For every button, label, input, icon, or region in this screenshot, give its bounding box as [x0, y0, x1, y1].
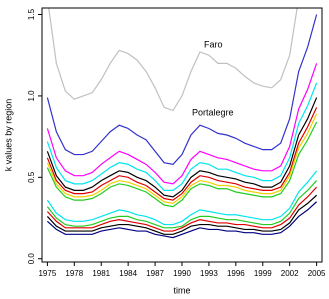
series-line: [46, 107, 318, 201]
x-tick-label: 1975: [38, 269, 56, 278]
x-tick-label: 1978: [65, 269, 83, 278]
x-tick-label: 1981: [92, 269, 110, 278]
x-tick-label: 1987: [146, 269, 164, 278]
y-tick-label: 0.0: [27, 253, 36, 265]
series-line: [46, 194, 318, 235]
series-line: [46, 82, 318, 191]
series-line: [46, 186, 318, 232]
x-axis-label: time: [173, 285, 190, 295]
series-line: [46, 201, 318, 239]
y-axis-label: k values by region: [3, 99, 13, 172]
x-tick-label: 2005: [308, 269, 326, 278]
series-line: [46, 97, 318, 198]
series-line: [46, 180, 318, 229]
y-tick-label: 1.0: [27, 90, 36, 102]
plot-lines: [46, 8, 318, 239]
x-tick-label: 1990: [173, 269, 191, 278]
y-tick-label: 0.5: [27, 171, 36, 183]
x-tick-label: 1984: [119, 269, 137, 278]
series-line: [46, 121, 318, 208]
plot-box: [41, 7, 323, 263]
annotation: Portalegre: [192, 107, 234, 117]
series-line: [46, 63, 318, 185]
annotation: Faro: [204, 39, 223, 49]
series-line: [46, 170, 318, 226]
x-tick-label: 2002: [281, 269, 299, 278]
series-line: [46, 113, 318, 205]
y-tick-label: 1.5: [27, 8, 36, 20]
series-line: [46, 14, 318, 165]
series-line: [48, 8, 298, 112]
x-tick-label: 1996: [227, 269, 245, 278]
x-tick-label: 1999: [254, 269, 272, 278]
x-tick-label: 1993: [200, 269, 218, 278]
